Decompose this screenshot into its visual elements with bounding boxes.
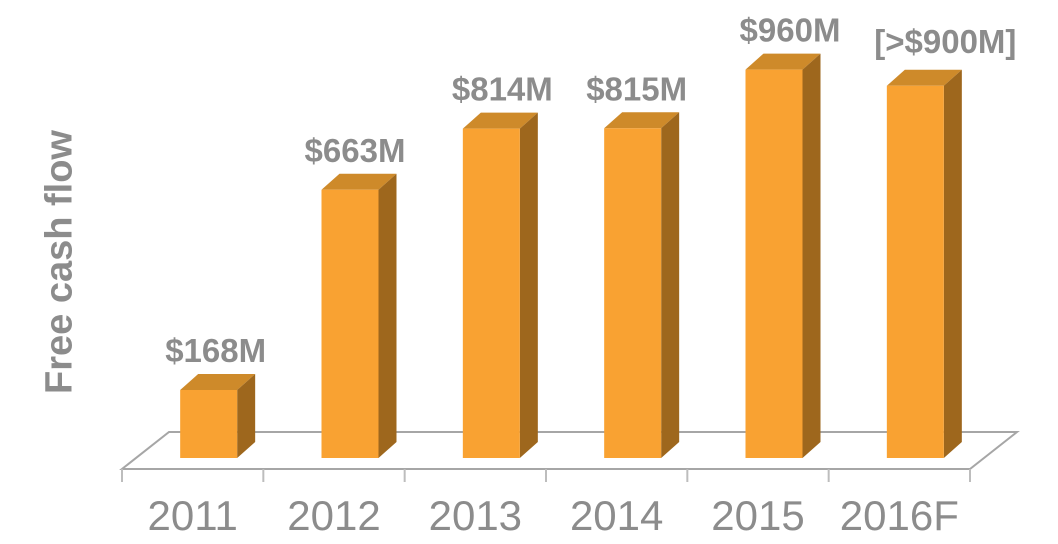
chart-floor xyxy=(119,431,1020,482)
bar-top-face xyxy=(180,374,256,391)
bar-side-face xyxy=(237,374,256,458)
x-tick-label-2016F: 2016F xyxy=(840,492,959,539)
bar-top-face xyxy=(604,112,680,129)
bar-top-face xyxy=(321,173,397,190)
x-tick-label-2012: 2012 xyxy=(287,492,380,539)
x-axis-labels-group: 2011 2012 2013 2014 2015 2016F xyxy=(148,492,959,539)
x-tick-label-2013: 2013 xyxy=(429,492,522,539)
bar-front-face xyxy=(180,390,238,458)
value-label-2011: $168M xyxy=(165,332,266,369)
bar-2011 xyxy=(180,374,256,458)
bar-front-face xyxy=(462,128,520,459)
bars-group xyxy=(180,53,962,459)
x-tick-label-2014: 2014 xyxy=(570,492,663,539)
bar-2013 xyxy=(462,112,538,459)
value-label-2016F: [>$900M] xyxy=(874,23,1016,60)
value-labels-group: $168M $663M $814M $815M $960M [>$900M] xyxy=(165,12,1016,369)
bar-side-face xyxy=(378,173,397,459)
bar-2014 xyxy=(604,112,680,458)
bar-side-face xyxy=(802,53,821,459)
floor-plane-outline xyxy=(119,431,1020,470)
bar-front-face xyxy=(321,189,379,459)
bar-top-face xyxy=(886,69,962,86)
bar-side-face xyxy=(519,112,538,458)
x-tick-label-2015: 2015 xyxy=(711,492,804,539)
value-label-2015: $960M xyxy=(740,12,841,49)
bar-top-face xyxy=(745,53,821,70)
bar-side-face xyxy=(943,69,962,458)
x-tick-label-2011: 2011 xyxy=(148,492,238,539)
bar-top-face xyxy=(462,112,538,129)
bar-2015 xyxy=(745,53,821,459)
value-label-2013: $814M xyxy=(452,71,553,108)
y-axis-title: Free cash flow xyxy=(38,130,80,394)
bar-front-face xyxy=(886,85,944,458)
bar-2012 xyxy=(321,173,397,459)
bar-front-face xyxy=(604,128,662,458)
value-label-2012: $663M xyxy=(305,132,406,169)
bar-side-face xyxy=(661,112,680,458)
value-label-2014: $815M xyxy=(586,70,687,107)
bar-2016F xyxy=(886,69,962,458)
bar-front-face xyxy=(745,69,803,459)
